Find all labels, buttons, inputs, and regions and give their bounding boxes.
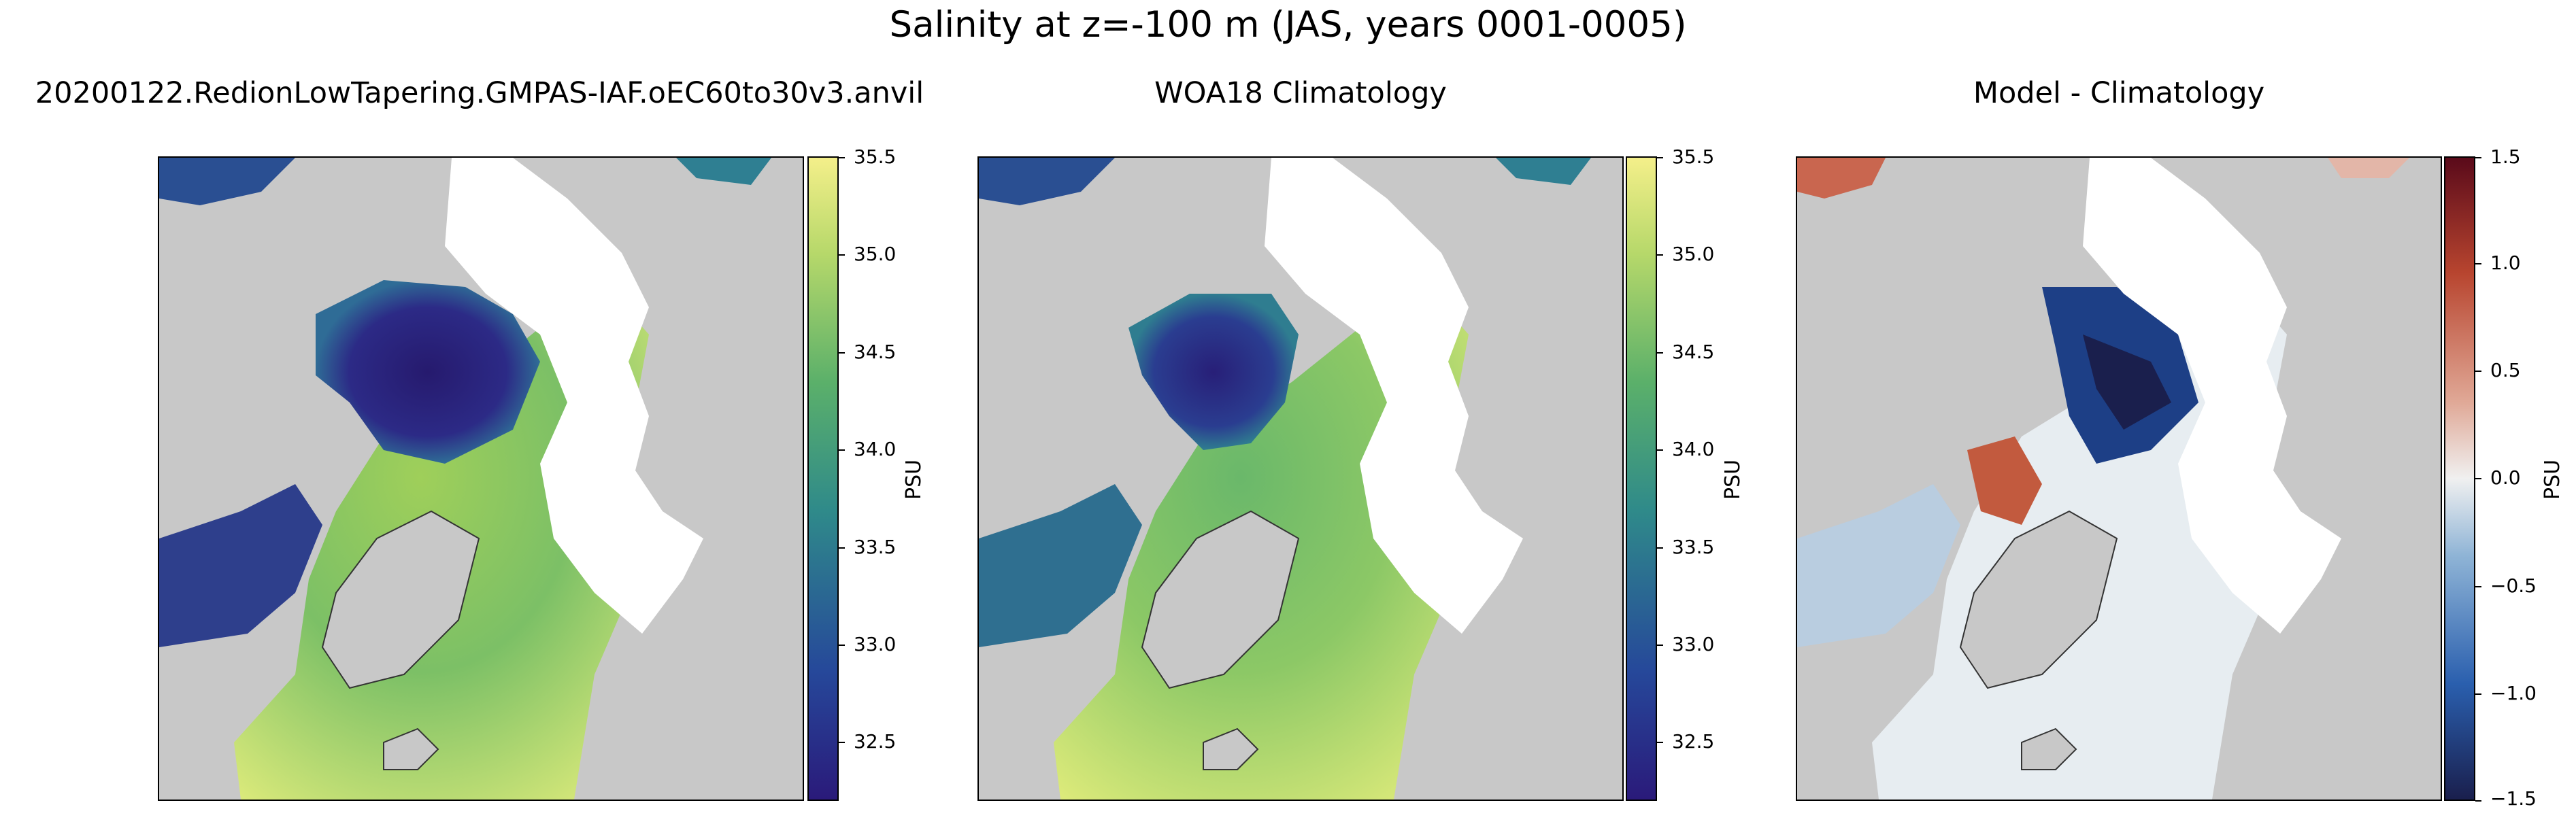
colorbar-model <box>807 156 839 801</box>
cb-woa18-tick-0: 32.5 <box>1672 730 1715 753</box>
cb-model-tick-6: 35.5 <box>854 145 897 168</box>
cb-diff-tick-6: 1.5 <box>2490 145 2521 168</box>
cb-diff-tick-2: −0.5 <box>2490 574 2537 597</box>
panel-title-model: 20200122.RedionLowTapering.GMPAS-IAF.oEC… <box>35 76 924 110</box>
panel-title-difference: Model - Climatology <box>1973 76 2265 110</box>
panel-title-woa18: WOA18 Climatology <box>1154 76 1447 110</box>
cb-model-tick-0: 32.5 <box>854 730 897 753</box>
map-difference <box>1796 156 2442 801</box>
figure-title: Salinity at z=-100 m (JAS, years 0001-00… <box>889 4 1687 46</box>
cb-diff-tick-4: 0.5 <box>2490 359 2521 381</box>
cb-woa18-tick-3: 34.0 <box>1672 438 1715 460</box>
cb-model-tick-3: 34.0 <box>854 438 897 460</box>
cb-diff-tick-0: −1.5 <box>2490 787 2537 810</box>
cb-woa18-tick-6: 35.5 <box>1672 145 1715 168</box>
cb-model-tick-1: 33.0 <box>854 633 897 655</box>
cb-model-tick-2: 33.5 <box>854 536 897 558</box>
cb-model-tick-4: 34.5 <box>854 341 897 363</box>
cb-woa18-tick-2: 33.5 <box>1672 536 1715 558</box>
cb-diff-tick-3: 0.0 <box>2490 466 2521 489</box>
cb-diff-label: PSU <box>2541 459 2564 500</box>
cb-woa18-label: PSU <box>1721 459 1745 500</box>
cb-model-label: PSU <box>902 459 926 500</box>
cb-diff-tick-5: 1.0 <box>2490 252 2521 274</box>
cb-woa18-tick-4: 34.5 <box>1672 341 1715 363</box>
cb-diff-tick-1: −1.0 <box>2490 682 2537 704</box>
map-model-svg <box>159 158 803 800</box>
cb-woa18-tick-1: 33.0 <box>1672 633 1715 655</box>
map-woa18-salinity <box>977 156 1624 801</box>
map-woa18-svg <box>979 158 1622 800</box>
cb-model-tick-5: 35.0 <box>854 243 897 265</box>
colorbar-woa18 <box>1626 156 1657 801</box>
map-difference-svg <box>1797 158 2441 800</box>
colorbar-difference <box>2444 156 2475 801</box>
map-model-salinity <box>158 156 804 801</box>
cb-woa18-tick-5: 35.0 <box>1672 243 1715 265</box>
